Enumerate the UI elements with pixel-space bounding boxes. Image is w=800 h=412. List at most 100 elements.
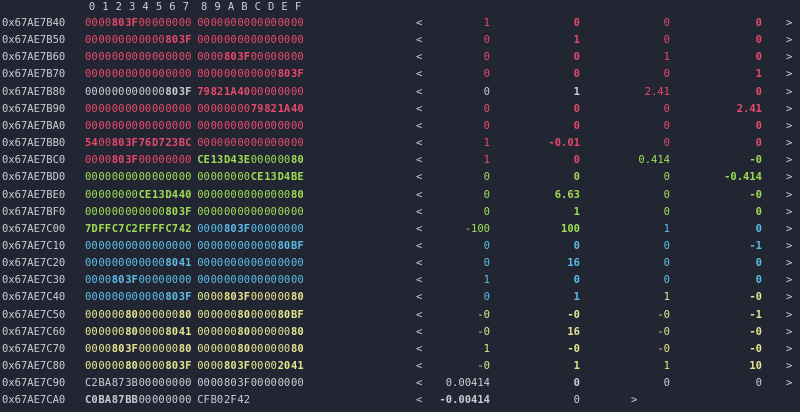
byte-cell[interactable]: 00 xyxy=(210,171,224,184)
byte-cell[interactable]: 00 xyxy=(250,51,264,64)
byte-cell[interactable]: 00 xyxy=(165,239,179,252)
byte-cell[interactable]: 00 xyxy=(210,291,224,304)
expand-arrow[interactable]: > xyxy=(631,394,638,407)
byte-cell[interactable]: 00 xyxy=(237,274,251,287)
byte-cell[interactable]: C2 xyxy=(85,377,98,390)
byte-cell[interactable]: 00 xyxy=(250,377,264,390)
byte-cell[interactable]: 00 xyxy=(224,325,237,338)
byte-cell[interactable]: 00 xyxy=(98,171,112,184)
collapse-arrow[interactable]: < xyxy=(416,102,423,115)
memory-row[interactable]: 0x67AE7B80 00 00 00 00 00 00 80 3F 79 82 1A 40 00 00 00… xyxy=(0,83,800,101)
collapse-arrow[interactable]: < xyxy=(416,222,423,235)
byte-cell[interactable]: 80 xyxy=(277,68,291,81)
byte-cell[interactable]: 3F xyxy=(237,360,251,372)
byte-cell[interactable]: 00 xyxy=(264,360,277,372)
byte-cell[interactable]: 00 xyxy=(250,85,264,98)
byte-cell[interactable]: 00 xyxy=(250,119,264,132)
byte-cell[interactable]: 00 xyxy=(125,68,138,81)
byte-cell[interactable]: 00 xyxy=(250,291,264,304)
byte-cell[interactable]: 00 xyxy=(224,68,237,81)
byte-cell[interactable]: 00 xyxy=(152,377,165,390)
memory-row[interactable]: 0x67AE7BB0 54 00 80 3F 76 D7 23 BC 00 00 00 00 00 00 00… xyxy=(0,134,800,152)
expand-arrow[interactable]: > xyxy=(786,34,793,47)
byte-cell[interactable]: 00 xyxy=(250,137,264,150)
byte-cell[interactable]: 00 xyxy=(165,342,179,355)
expand-arrow[interactable]: > xyxy=(786,274,793,287)
collapse-arrow[interactable]: < xyxy=(416,68,423,81)
byte-cell[interactable]: 3F xyxy=(178,360,192,372)
byte-cell[interactable]: 2F xyxy=(224,394,237,407)
byte-cell[interactable]: 00 xyxy=(85,205,98,218)
byte-cell[interactable]: 00 xyxy=(237,239,251,252)
byte-cell[interactable]: 00 xyxy=(237,257,251,270)
byte-cell[interactable]: 00 xyxy=(197,102,210,115)
byte-cell[interactable]: 00 xyxy=(291,119,304,132)
byte-cell[interactable]: 00 xyxy=(197,222,210,235)
byte-cell[interactable]: 00 xyxy=(250,205,264,218)
expand-arrow[interactable]: > xyxy=(786,51,793,64)
byte-cell[interactable]: 3F xyxy=(125,342,138,355)
byte-cell[interactable]: 00 xyxy=(138,360,152,372)
byte-cell[interactable]: 00 xyxy=(111,119,125,132)
byte-cell[interactable]: 00 xyxy=(98,188,112,201)
byte-cell[interactable]: 00 xyxy=(138,377,152,390)
byte-cell[interactable]: D4 xyxy=(165,188,179,201)
byte-cell[interactable]: 00 xyxy=(210,34,224,47)
byte-cell[interactable]: 00 xyxy=(224,102,237,115)
byte-cell[interactable]: 00 xyxy=(277,34,291,47)
byte-cell[interactable]: 00 xyxy=(291,274,304,287)
byte-cell[interactable]: BA xyxy=(98,394,112,407)
byte-cell[interactable]: 00 xyxy=(264,291,277,304)
memory-row[interactable]: 0x67AE7C60 00 00 00 80 00 00 80 41 00 00 00 80 00 00 00… xyxy=(0,323,800,341)
byte-cell[interactable]: 87 xyxy=(111,377,125,390)
byte-cell[interactable]: 00 xyxy=(138,51,152,64)
collapse-arrow[interactable]: < xyxy=(416,239,423,252)
byte-cell[interactable]: 80 xyxy=(178,342,192,355)
byte-cell[interactable]: 00 xyxy=(197,360,210,372)
byte-cell[interactable]: 00 xyxy=(165,171,179,184)
byte-cell[interactable]: 3F xyxy=(291,68,304,81)
byte-cell[interactable]: 00 xyxy=(111,85,125,98)
byte-cell[interactable]: D7 xyxy=(152,137,165,150)
byte-cell[interactable]: 00 xyxy=(138,34,152,47)
byte-cell[interactable]: FF xyxy=(152,222,165,235)
collapse-arrow[interactable]: < xyxy=(416,308,423,321)
byte-cell[interactable]: 00 xyxy=(152,85,165,98)
byte-cell[interactable]: 80 xyxy=(291,291,304,304)
byte-cell[interactable]: 00 xyxy=(264,325,277,338)
byte-cell[interactable]: 00 xyxy=(224,34,237,47)
expand-arrow[interactable]: > xyxy=(786,137,793,150)
byte-cell[interactable]: 76 xyxy=(138,137,152,150)
byte-cell[interactable]: 00 xyxy=(277,188,291,201)
byte-cell[interactable]: 00 xyxy=(277,51,291,64)
byte-cell[interactable]: BE xyxy=(291,171,304,184)
byte-cell[interactable]: 00 xyxy=(98,68,112,81)
byte-cell[interactable]: 00 xyxy=(125,291,138,304)
byte-cell[interactable]: 00 xyxy=(85,342,98,355)
byte-cell[interactable]: 00 xyxy=(237,68,251,81)
byte-cell[interactable]: C7 xyxy=(165,222,179,235)
byte-cell[interactable]: 00 xyxy=(277,342,291,355)
byte-cell[interactable]: 00 xyxy=(277,274,291,287)
memory-row[interactable]: 0x67AE7C40 00 00 00 00 00 00 80 3F 00 00 80 3F 00 00 00… xyxy=(0,288,800,306)
byte-cell[interactable]: 80 xyxy=(165,291,179,304)
byte-cell[interactable]: 00 xyxy=(197,205,210,218)
byte-cell[interactable]: 00 xyxy=(237,205,251,218)
byte-cell[interactable]: 00 xyxy=(237,34,251,47)
byte-cell[interactable]: 00 xyxy=(165,394,179,407)
byte-cell[interactable]: 00 xyxy=(210,342,224,355)
byte-cell[interactable]: 00 xyxy=(277,205,291,218)
byte-cell[interactable]: 00 xyxy=(138,325,152,338)
byte-cell[interactable]: 00 xyxy=(237,102,251,115)
byte-cell[interactable]: 00 xyxy=(138,291,152,304)
memory-row[interactable]: 0x67AE7C80 00 00 00 80 00 00 80 3F 00 00 80 3F 00 00 20… xyxy=(0,357,800,375)
byte-cell[interactable]: 00 xyxy=(138,257,152,270)
byte-cell[interactable]: 80 xyxy=(224,377,237,390)
byte-cell[interactable]: 00 xyxy=(165,102,179,115)
byte-cell[interactable]: 00 xyxy=(264,34,277,47)
expand-arrow[interactable]: > xyxy=(786,154,793,167)
byte-cell[interactable]: 00 xyxy=(250,154,264,167)
byte-cell[interactable]: 80 xyxy=(224,222,237,235)
byte-cell[interactable]: 00 xyxy=(277,291,291,304)
byte-cell[interactable]: 3F xyxy=(237,51,251,64)
